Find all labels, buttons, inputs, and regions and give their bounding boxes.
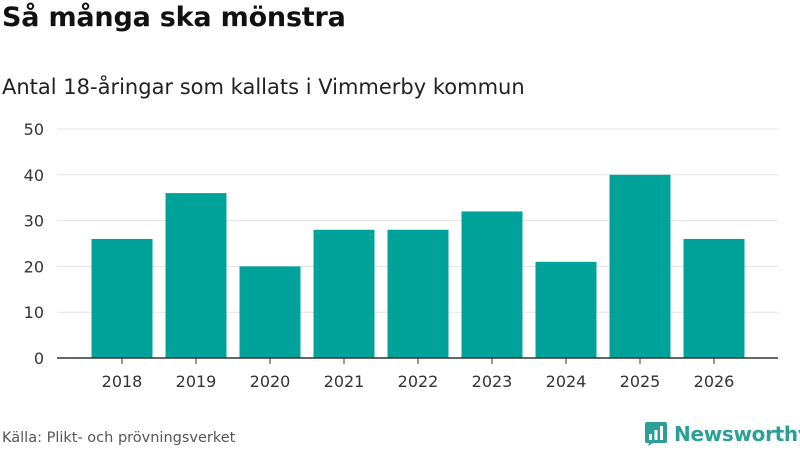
y-tick-label: 0 xyxy=(34,349,44,368)
x-tick-label: 2020 xyxy=(250,372,291,391)
x-tick-label: 2021 xyxy=(324,372,365,391)
x-tick-label: 2022 xyxy=(398,372,439,391)
x-tick-label: 2025 xyxy=(620,372,661,391)
newsworthy-logo-icon xyxy=(645,422,667,446)
y-tick-label: 40 xyxy=(24,166,44,185)
bar xyxy=(91,238,153,358)
x-tick-label: 2024 xyxy=(546,372,587,391)
y-tick-label: 30 xyxy=(24,212,44,231)
bar xyxy=(387,229,449,358)
bar xyxy=(313,229,375,358)
chart-title: Så många ska mönstra xyxy=(2,2,346,33)
x-tick-label: 2026 xyxy=(694,372,735,391)
bar xyxy=(165,193,227,358)
bar xyxy=(535,261,597,358)
bar xyxy=(461,211,523,358)
x-tick-label: 2018 xyxy=(102,372,143,391)
source-note: Källa: Plikt- och prövningsverket xyxy=(2,430,236,446)
bar xyxy=(239,266,301,358)
bar xyxy=(609,174,671,358)
bar-chart: 0 10 20 30 40 50 2018 2019 2020 2021 2022 2023 2024 2… xyxy=(24,120,778,391)
brand-logo: Newsworthy xyxy=(644,420,800,448)
y-tick-label: 20 xyxy=(24,257,44,276)
bar xyxy=(683,238,745,358)
y-tick-label: 10 xyxy=(24,303,44,322)
x-tick-label: 2023 xyxy=(472,372,513,391)
brand-name: Newsworthy xyxy=(674,422,800,446)
y-tick-label: 50 xyxy=(24,120,44,139)
chart-subtitle: Antal 18-åringar som kallats i Vimmerby … xyxy=(2,75,525,99)
x-tick-label: 2019 xyxy=(176,372,217,391)
